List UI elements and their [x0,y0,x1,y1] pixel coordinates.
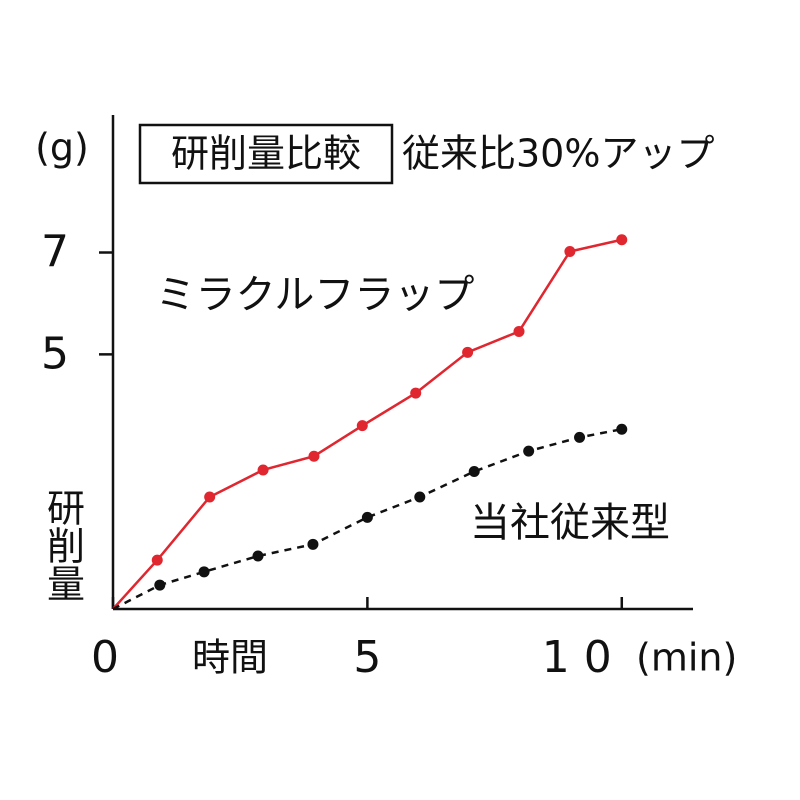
point [616,423,628,435]
series-label: ミラクルフラップ [156,272,475,318]
x-unit: (min) [636,636,737,680]
point [468,465,480,477]
point [574,431,586,443]
point [252,550,264,562]
y-tick-label: 7 [41,227,69,278]
x-tick-label: 10 [542,632,626,683]
point [513,325,525,337]
point [616,234,628,246]
point [410,387,422,399]
point [308,450,320,462]
point [462,346,474,358]
point [198,566,210,578]
series-line [112,427,623,611]
y-tick-label: 5 [41,328,69,379]
title-box [138,123,394,185]
point [523,445,535,457]
x-tick-label: 5 [353,632,381,683]
point [356,420,368,432]
point [361,511,373,523]
point [204,491,216,503]
point [564,245,576,257]
point [307,538,319,550]
point [257,464,269,476]
point [154,579,166,591]
point [151,554,163,566]
y-label: 研削量 [41,488,85,602]
y-unit: (g) [35,126,89,170]
x-label: 時間 [192,636,268,680]
x-tick-label: 0 [91,632,119,683]
series-label: 当社従来型 [470,500,670,546]
chart-title: 研削量比較 [171,132,361,176]
chart-subtitle: 従来比30%アップ [402,132,714,176]
point [414,491,426,503]
